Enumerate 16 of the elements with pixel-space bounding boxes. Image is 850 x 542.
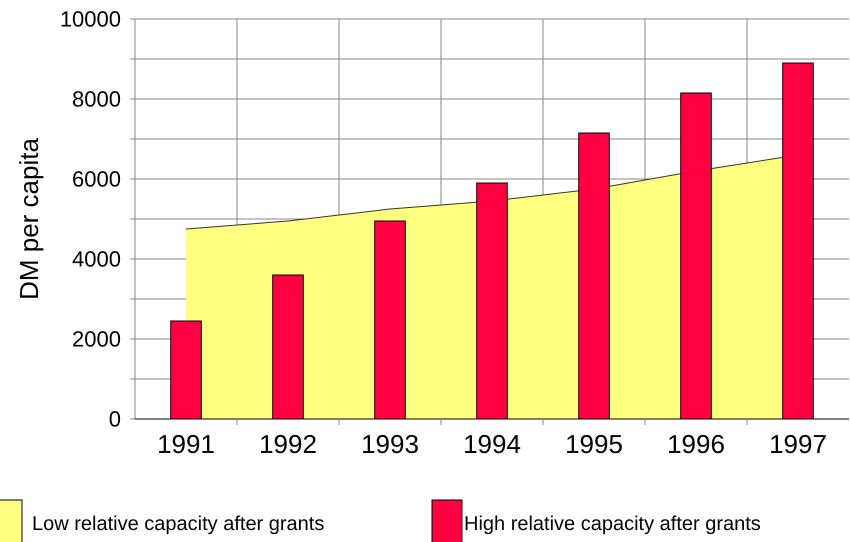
x-tick-label: 1993 (361, 429, 419, 459)
x-tick-label: 1994 (463, 429, 521, 459)
x-tick-label: 1996 (667, 429, 725, 459)
y-tick-label: 2000 (72, 326, 121, 352)
y-tick-label: 0 (108, 406, 121, 432)
y-tick-label: 6000 (72, 166, 121, 192)
y-axis-title: DM per capita (14, 138, 44, 300)
y-tick-label: 4000 (72, 246, 121, 272)
x-tick-label: 1992 (259, 429, 317, 459)
y-tick-label: 8000 (72, 86, 121, 112)
x-tick-label: 1995 (565, 429, 623, 459)
legend-label: High relative capacity after grants (464, 513, 761, 535)
x-tick-label: 1997 (769, 429, 827, 459)
legend-label: Low relative capacity after grants (32, 513, 324, 535)
y-tick-label: 10000 (60, 6, 121, 32)
x-tick-label: 1991 (157, 429, 215, 459)
